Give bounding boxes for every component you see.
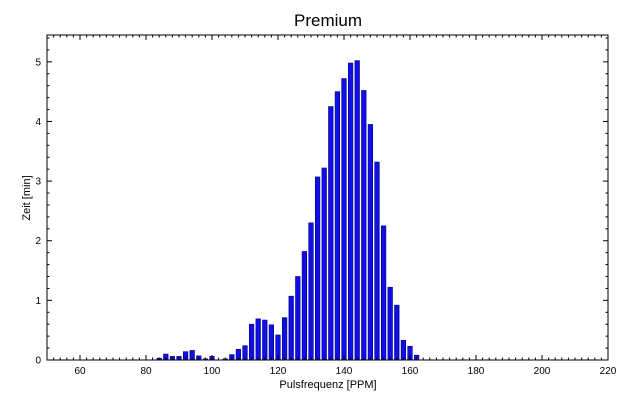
bar: [295, 276, 301, 361]
x-tick-label: 140: [336, 366, 353, 377]
bar: [341, 78, 347, 361]
y-tick-label: 4: [35, 117, 41, 128]
bar: [347, 62, 354, 361]
x-tick-label: 60: [74, 366, 86, 377]
x-tick-label: 160: [402, 366, 419, 377]
bar: [281, 317, 288, 361]
bar: [314, 176, 321, 361]
bar: [255, 318, 261, 361]
x-tick-label: 120: [270, 366, 287, 377]
bar: [354, 60, 360, 361]
bar: [374, 161, 380, 361]
x-tick-label: 80: [140, 366, 152, 377]
x-tick-label: 220: [600, 366, 617, 377]
bar: [268, 324, 275, 361]
bar: [394, 304, 400, 361]
x-axis-label: Pulsfrequenz [PPM]: [279, 379, 376, 391]
bar: [321, 167, 327, 361]
x-tick-label: 100: [204, 366, 221, 377]
y-tick-label: 3: [35, 177, 41, 188]
bar: [328, 106, 334, 361]
x-tick-label: 180: [468, 366, 485, 377]
bar: [249, 323, 255, 361]
y-tick-label: 2: [35, 236, 41, 247]
bar: [262, 319, 268, 361]
y-tick-label: 1: [35, 296, 41, 307]
bar: [361, 90, 367, 361]
bar: [380, 225, 387, 361]
bar: [288, 295, 294, 361]
bar: [387, 286, 393, 361]
bar: [400, 340, 407, 361]
bars-group: [156, 60, 420, 361]
bar: [334, 91, 341, 361]
bar: [308, 222, 314, 361]
y-tick-label: 5: [35, 57, 41, 68]
y-axis-label: Zeit [min]: [21, 175, 33, 220]
y-tick-label: 0: [35, 356, 41, 367]
chart-title: Premium: [294, 11, 362, 30]
bar: [301, 251, 308, 361]
bar: [367, 124, 374, 361]
plot-frame: [46, 34, 609, 361]
x-tick-label: 200: [534, 366, 551, 377]
